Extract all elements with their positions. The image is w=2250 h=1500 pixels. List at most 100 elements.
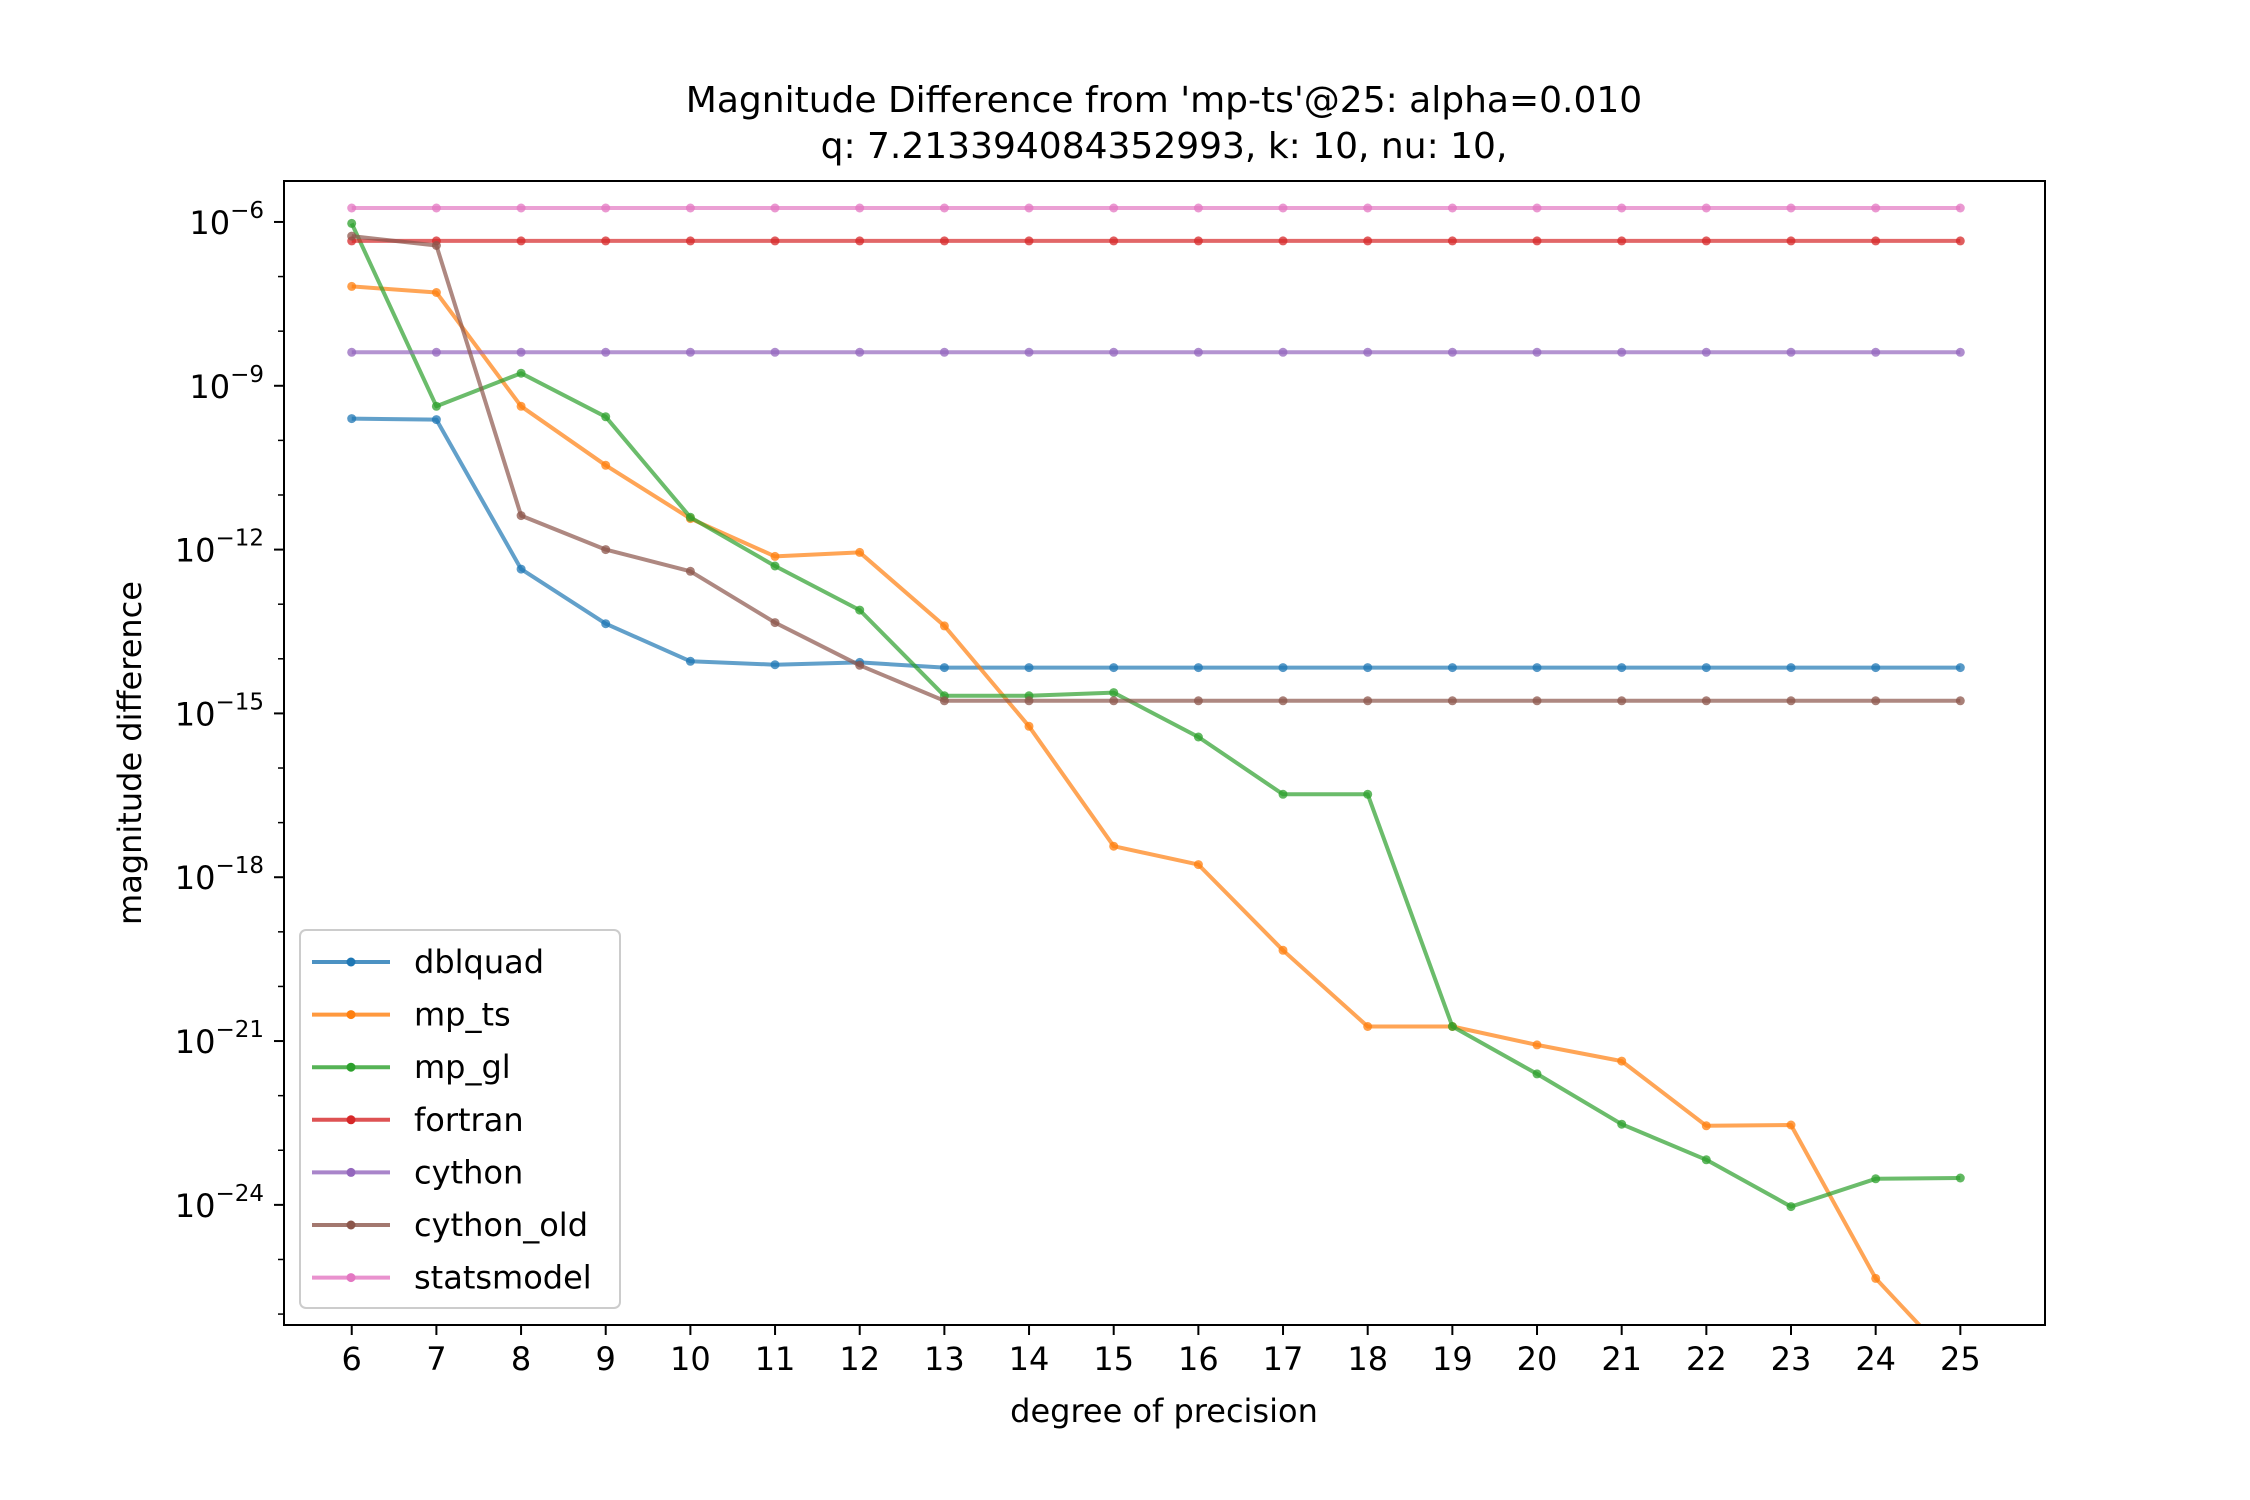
data-point-cython	[1532, 347, 1542, 357]
data-point-dblquad	[516, 564, 526, 574]
data-point-cython	[347, 347, 357, 357]
x-tick-label: 21	[1601, 1340, 1642, 1378]
data-point-mp_ts	[1278, 945, 1288, 955]
data-point-cython	[1617, 347, 1627, 357]
data-point-mp_ts	[1363, 1022, 1373, 1031]
data-point-mp_ts	[1786, 1120, 1796, 1130]
data-point-statsmodel	[1363, 203, 1373, 213]
data-point-fortran	[1871, 236, 1881, 246]
data-point-mp_ts	[1532, 1040, 1542, 1050]
x-tick-label: 11	[755, 1340, 796, 1378]
data-point-dblquad	[770, 660, 780, 670]
x-tick-label: 18	[1347, 1340, 1388, 1378]
data-point-cython_old	[855, 660, 865, 670]
x-tick-label: 25	[1940, 1340, 1981, 1378]
data-point-cython_old	[685, 566, 695, 576]
series-mp_ts	[347, 281, 1923, 1325]
data-point-cython	[431, 347, 441, 357]
y-tick-label: 10−9	[189, 362, 264, 406]
data-point-statsmodel	[855, 203, 865, 213]
legend-marker	[346, 1220, 356, 1230]
series-line-mp_ts	[351, 284, 1923, 1325]
data-point-cython	[939, 347, 949, 357]
data-point-dblquad	[431, 415, 441, 425]
x-tick-label: 23	[1771, 1340, 1812, 1378]
data-point-mp_ts	[939, 621, 949, 631]
data-point-cython_old	[939, 696, 949, 706]
data-point-dblquad	[685, 656, 695, 666]
data-point-mp_gl	[855, 605, 865, 615]
data-point-dblquad	[1363, 663, 1373, 673]
data-point-mp_gl	[685, 512, 695, 522]
data-point-cython_old	[431, 241, 441, 250]
data-point-mp_ts	[1024, 721, 1034, 731]
data-point-statsmodel	[1278, 203, 1288, 213]
data-point-cython	[855, 347, 865, 357]
data-point-dblquad	[1193, 663, 1203, 673]
chart-title: Magnitude Difference from 'mp-ts'@25: al…	[686, 80, 1642, 121]
data-point-cython_old	[601, 545, 611, 555]
data-point-dblquad	[1447, 663, 1457, 673]
data-point-statsmodel	[1193, 203, 1203, 213]
data-point-mp_gl	[1193, 732, 1203, 742]
series-layer	[347, 203, 1965, 1325]
data-point-fortran	[1955, 236, 1965, 246]
data-point-mp_gl	[1701, 1155, 1711, 1165]
y-tick-label: 10−18	[175, 853, 264, 897]
data-point-cython	[1786, 347, 1796, 357]
y-tick-label: 10−12	[175, 526, 264, 570]
data-point-dblquad	[1278, 663, 1288, 673]
data-point-statsmodel	[1024, 203, 1034, 213]
legend-label: statsmodel	[414, 1259, 592, 1297]
legend-frame	[299, 929, 621, 1309]
data-point-fortran	[1193, 236, 1203, 246]
data-point-mp_gl	[1617, 1119, 1627, 1129]
data-point-mp_ts	[431, 288, 441, 297]
data-point-mp_ts	[1617, 1056, 1627, 1066]
data-point-fortran	[1109, 236, 1119, 246]
series-line-mp_gl	[349, 222, 1961, 1209]
y-tick-label: 10−6	[189, 198, 264, 242]
legend-marker	[346, 1273, 356, 1283]
y-tick-label: 10−24	[175, 1181, 264, 1225]
data-point-dblquad	[1786, 663, 1796, 673]
data-point-cython_old	[770, 618, 780, 628]
y-axis-ticks: 10−6 10−9 10−12 10−15 10−18 10−21 10−24	[175, 198, 284, 1315]
data-point-mp_gl	[1871, 1174, 1881, 1184]
data-point-cython	[770, 347, 780, 357]
data-point-mp_ts	[1871, 1273, 1881, 1283]
data-point-cython	[516, 347, 526, 357]
data-point-cython	[1871, 347, 1881, 357]
data-point-cython	[1024, 347, 1034, 357]
data-point-fortran	[601, 236, 611, 246]
plot-area-frame	[283, 180, 2046, 1326]
data-point-fortran	[1278, 236, 1288, 246]
legend-item-cython_old: cython_old	[312, 1206, 588, 1244]
data-point-dblquad	[1617, 663, 1627, 673]
data-point-mp_ts	[516, 401, 526, 411]
legend-label: mp_gl	[414, 1048, 511, 1086]
data-point-dblquad	[1871, 663, 1881, 673]
data-point-cython	[1193, 347, 1203, 357]
x-tick-label: 14	[1009, 1340, 1050, 1378]
data-point-cython_old	[1871, 696, 1881, 706]
data-point-dblquad	[939, 663, 949, 673]
data-point-cython_old	[1363, 696, 1373, 706]
data-point-fortran	[1701, 236, 1711, 246]
data-point-cython	[1701, 347, 1711, 357]
legend-marker	[346, 957, 356, 967]
data-point-statsmodel	[1871, 203, 1881, 213]
series-statsmodel	[347, 203, 1965, 213]
data-point-statsmodel	[1786, 203, 1796, 213]
x-tick-label: 12	[839, 1340, 880, 1378]
data-point-mp_ts	[855, 547, 865, 557]
data-point-mp_ts	[347, 281, 357, 291]
data-point-cython_old	[1278, 696, 1288, 706]
x-tick-label: 8	[511, 1340, 531, 1378]
x-tick-label: 10	[670, 1340, 711, 1378]
chart-subtitle: q: 7.213394084352993, k: 10, nu: 10,	[821, 126, 1508, 167]
legend-item-dblquad: dblquad	[312, 943, 544, 981]
data-point-mp_ts	[1109, 841, 1119, 851]
data-point-cython_old	[1786, 696, 1796, 706]
x-tick-label: 9	[596, 1340, 616, 1378]
